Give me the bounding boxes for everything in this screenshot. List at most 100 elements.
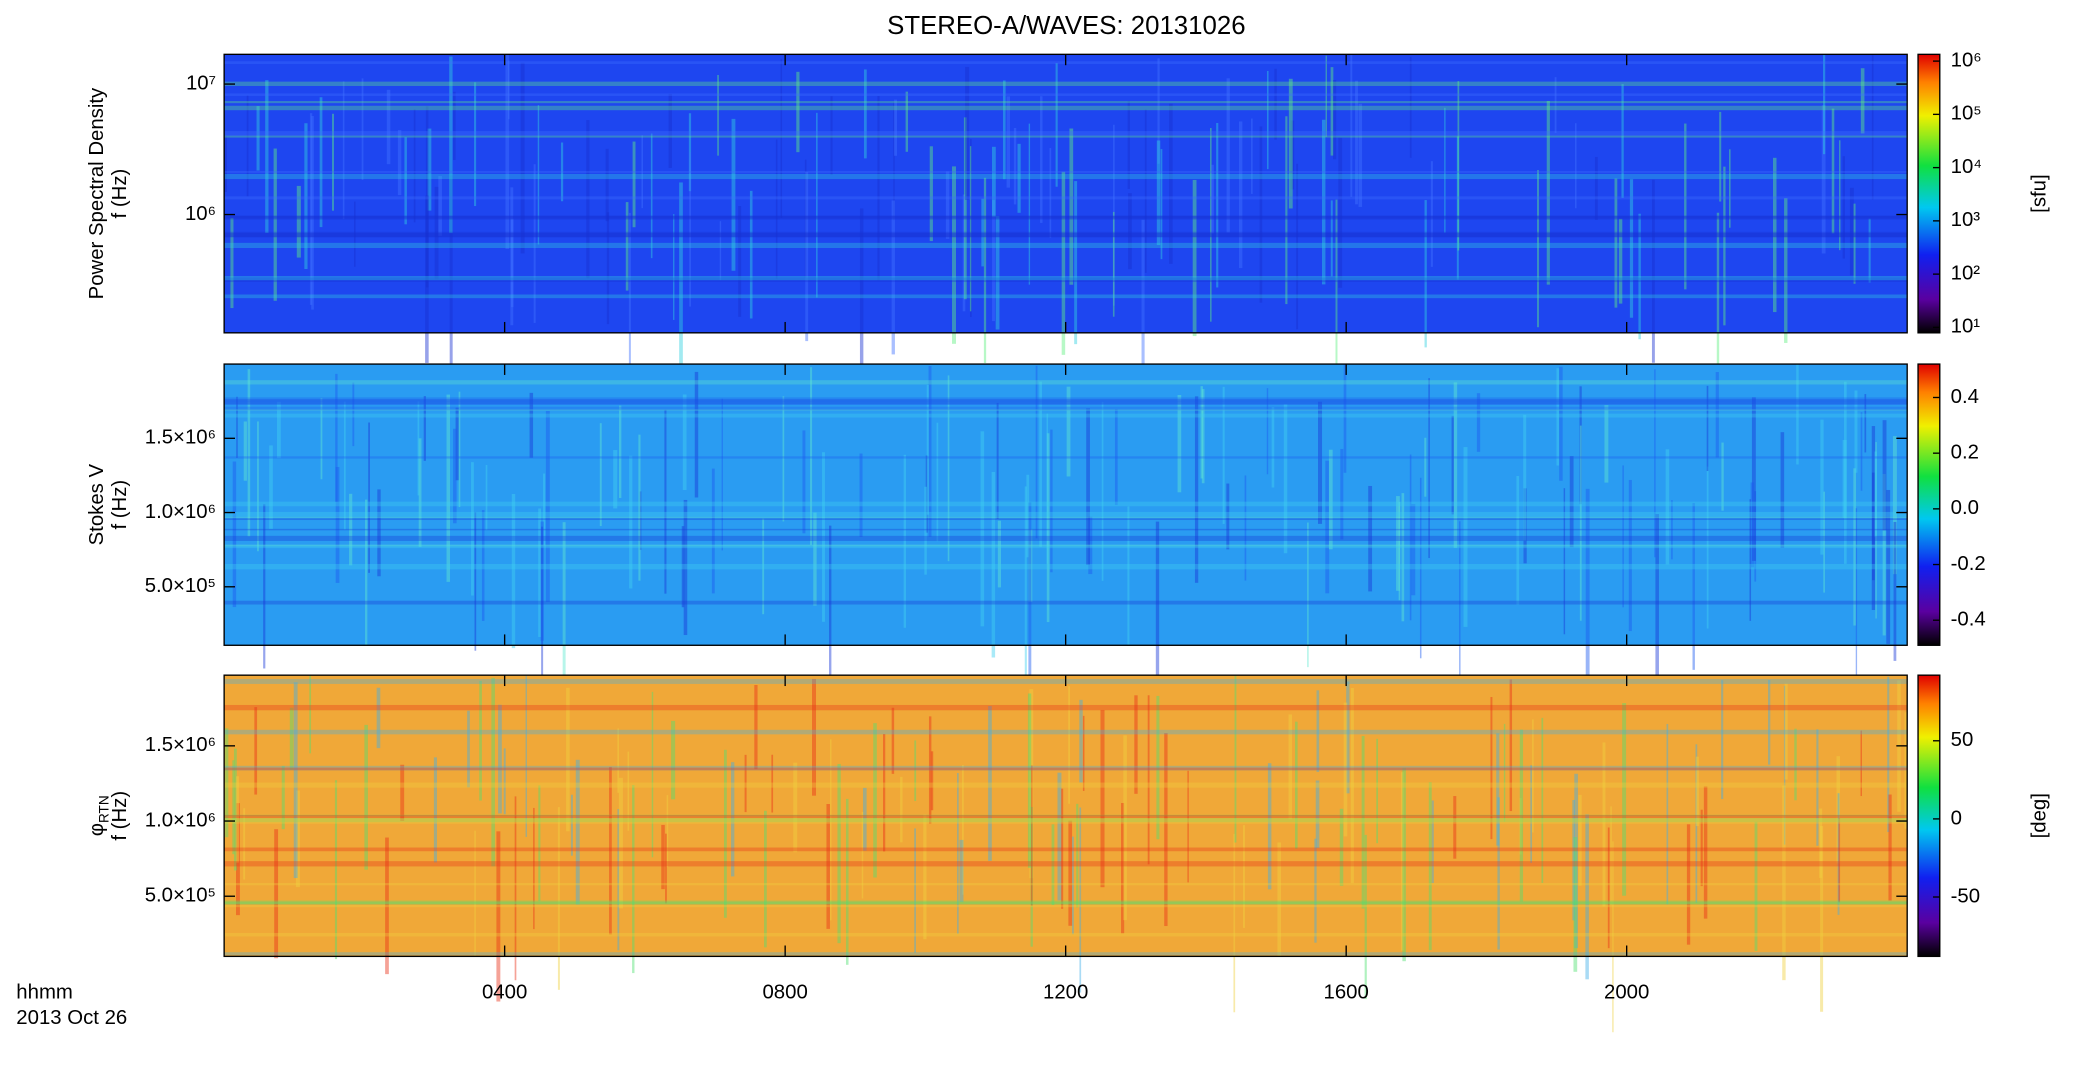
spectrogram-texture bbox=[991, 146, 996, 218]
spectrogram-texture bbox=[1061, 788, 1064, 909]
spectrogram-texture bbox=[541, 526, 544, 711]
spectrogram-texture bbox=[295, 790, 300, 888]
spectrogram-band bbox=[224, 544, 1908, 547]
spectrogram-texture bbox=[1837, 793, 1840, 915]
spectrogram-texture bbox=[560, 142, 564, 202]
spectrogram-texture bbox=[1456, 136, 1459, 280]
spectrogram-texture bbox=[1295, 721, 1298, 849]
spectrogram-band bbox=[224, 814, 1908, 818]
spectrogram-texture bbox=[334, 780, 338, 960]
spectrogram-texture bbox=[1459, 521, 1461, 695]
spectrogram-texture bbox=[914, 740, 917, 802]
spectrogram-texture bbox=[236, 396, 238, 459]
spectrogram-texture bbox=[1904, 712, 1907, 829]
spectrogram-texture bbox=[365, 499, 368, 646]
spectrogram-texture bbox=[335, 373, 338, 502]
spectrogram-texture bbox=[1823, 491, 1825, 593]
spectrogram-texture bbox=[661, 824, 665, 890]
spectrogram-texture bbox=[952, 166, 956, 344]
spectrogram-texture bbox=[1431, 800, 1434, 884]
spectrogram-texture bbox=[893, 101, 895, 221]
spectrogram-texture bbox=[1274, 68, 1277, 140]
spectrogram-texture bbox=[1684, 123, 1687, 290]
spectrogram-texture bbox=[1169, 103, 1173, 264]
spectrogram-band bbox=[224, 93, 1908, 96]
spectrogram-texture bbox=[775, 139, 778, 280]
spectrogram-texture bbox=[1780, 432, 1785, 548]
spectrogram-band bbox=[224, 408, 1908, 411]
spectrogram-texture bbox=[1430, 161, 1433, 267]
spectrogram-texture bbox=[446, 394, 451, 582]
spectrogram-texture bbox=[599, 423, 602, 527]
spectrogram-band bbox=[224, 900, 1908, 905]
spectrogram-texture bbox=[1428, 378, 1430, 559]
spectrogram-texture bbox=[1614, 178, 1618, 308]
spectrogram-texture bbox=[543, 473, 546, 546]
spectrogram-texture bbox=[1819, 808, 1823, 878]
spectrogram-texture bbox=[1318, 401, 1323, 524]
colorbar-tick-label: 0.0 bbox=[1951, 497, 1979, 519]
spectrogram-texture bbox=[1638, 213, 1641, 340]
spectrogram-band bbox=[224, 516, 1908, 519]
spectrogram-texture bbox=[877, 96, 880, 281]
spectrogram-band bbox=[224, 861, 1908, 867]
spectrogram-texture bbox=[433, 757, 437, 863]
spectrogram-texture bbox=[269, 445, 273, 529]
spectrogram-band bbox=[224, 767, 1908, 771]
spectrogram-band bbox=[224, 242, 1908, 248]
spectrogram-texture bbox=[1244, 475, 1247, 581]
y-tick-label: 1.5×10⁶ bbox=[145, 734, 216, 756]
spectrogram-texture bbox=[744, 754, 747, 813]
spectrogram-texture bbox=[688, 113, 692, 192]
spectrogram-texture bbox=[965, 66, 970, 200]
x-tick-label: 1600 bbox=[1324, 981, 1369, 1003]
spectrogram-texture bbox=[1754, 491, 1757, 582]
spectrogram-texture bbox=[1288, 78, 1293, 209]
spectrogram-texture bbox=[826, 804, 830, 929]
spectrogram-texture bbox=[1530, 765, 1533, 863]
spectrogram-texture bbox=[1541, 717, 1544, 883]
spectrogram-texture bbox=[606, 212, 610, 325]
spectrogram-texture bbox=[293, 682, 298, 879]
spectrogram-band bbox=[224, 397, 1908, 402]
spectrogram-texture bbox=[511, 494, 516, 649]
spectrogram-texture bbox=[1516, 475, 1520, 605]
spectrogram-texture bbox=[1222, 386, 1225, 524]
spectrogram-texture bbox=[254, 707, 258, 795]
spectrogram-texture bbox=[1556, 368, 1560, 466]
spectrogram-texture bbox=[1716, 212, 1720, 401]
spectrogram-texture bbox=[1267, 763, 1272, 890]
spectrogram-texture bbox=[1629, 179, 1634, 318]
spectrogram-texture bbox=[376, 687, 381, 749]
spectrogram-texture bbox=[1055, 63, 1058, 187]
y-axis-label: f (Hz) bbox=[109, 480, 131, 530]
spectrogram-texture bbox=[309, 113, 313, 305]
spectrogram-texture bbox=[1330, 200, 1333, 277]
y-tick-label: 1.0×10⁶ bbox=[145, 809, 216, 831]
colorbar-tick-label: 10³ bbox=[1951, 209, 1981, 231]
spectrogram-texture bbox=[1665, 449, 1670, 565]
spectrogram-texture bbox=[1453, 796, 1457, 859]
spectrogram-texture bbox=[996, 402, 999, 519]
spectrogram-band bbox=[224, 563, 1908, 570]
spectrogram-texture bbox=[1621, 84, 1624, 198]
spectrogram-texture bbox=[664, 409, 667, 594]
spectrogram-texture bbox=[1160, 149, 1163, 260]
spectrogram-texture bbox=[1061, 171, 1066, 355]
spectrogram-texture bbox=[404, 137, 407, 225]
spectrogram-texture bbox=[545, 410, 550, 602]
spectrogram-texture bbox=[247, 369, 251, 537]
y-axis-label-text: φ bbox=[86, 823, 108, 836]
spectrogram-band bbox=[224, 215, 1908, 219]
spectrogram-texture bbox=[1266, 388, 1269, 475]
spectrogram-texture bbox=[1079, 807, 1082, 993]
spectrogram-texture bbox=[1882, 473, 1886, 636]
spectrogram-texture bbox=[988, 706, 992, 861]
spectrogram-texture bbox=[455, 407, 459, 481]
spectrogram-texture bbox=[1523, 414, 1527, 541]
spectrogram-texture bbox=[1251, 118, 1253, 194]
spectrogram-texture bbox=[1343, 702, 1348, 837]
spectrogram-texture bbox=[520, 62, 525, 254]
